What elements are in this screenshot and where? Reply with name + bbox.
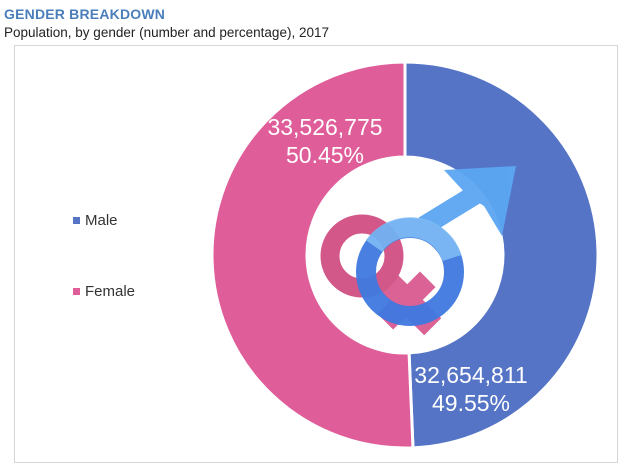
legend-item-female: Female [73,283,135,300]
legend-label-female: Female [85,283,136,300]
legend-swatch-female [73,288,80,295]
legend-label-male: Male [85,212,118,229]
legend-item-male: Male [73,212,118,229]
legend-swatch-male [73,217,80,224]
donut-slice-female [210,60,415,450]
male-value-label: 32,654,811 [414,362,527,388]
chart-title: GENDER BREAKDOWN [4,6,166,22]
female-percent-label: 50.45% [286,142,364,168]
male-percent-label: 49.55% [432,390,510,416]
female-value-label: 33,526,775 [267,114,382,140]
male-symbol-icon [356,166,516,326]
chart-subtitle: Population, by gender (number and percen… [4,25,329,40]
value-labels: 33,526,775 50.45% 32,654,811 49.55% [267,114,527,416]
